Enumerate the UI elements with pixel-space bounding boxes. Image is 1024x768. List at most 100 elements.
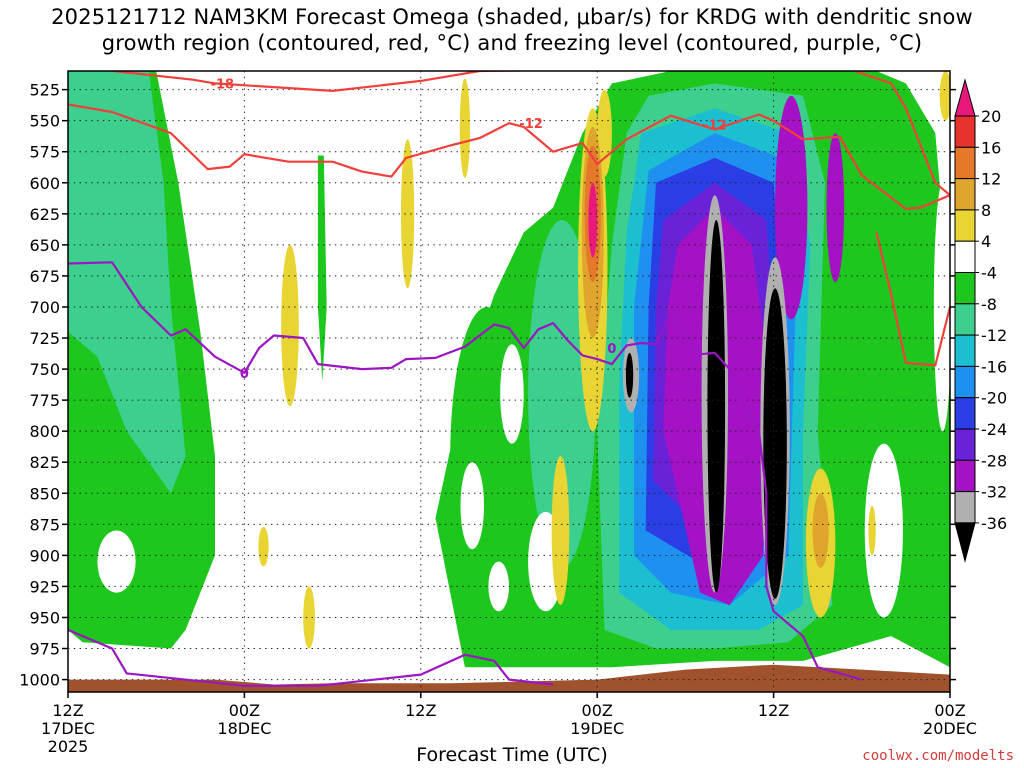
y-tick-label-900: 900 <box>29 546 60 565</box>
y-tick-label-875: 875 <box>29 515 60 534</box>
contour-label-2: -12 <box>703 118 727 133</box>
omega-yellow-pocket-33 <box>551 456 570 606</box>
omega-white-gap-58 <box>933 182 950 432</box>
y-tick-label-1000: 1000 <box>19 671 60 690</box>
y-tick-label-725: 725 <box>29 329 60 348</box>
omega-region-left-teal <box>68 71 186 494</box>
y-tick-label-850: 850 <box>29 484 60 503</box>
x-tick-label-36-1: 19DEC <box>570 719 624 738</box>
contour-line-5 <box>68 628 554 687</box>
omega-white-gap-30 <box>500 344 524 444</box>
colorbar-swatch-3 <box>954 178 976 211</box>
axes: 525 550 575 600 625 650 675 700 725 750 775 800 825 8… <box>19 81 977 756</box>
omega-white-gap-56 <box>864 443 903 618</box>
omega-pink-pocket-36 <box>588 182 598 258</box>
x-tick-label-0-1: 17DEC <box>41 719 95 738</box>
colorbar-label-10: -24 <box>981 420 1007 439</box>
colorbar-label-7: -12 <box>981 326 1007 345</box>
y-tick-label-975: 975 <box>29 640 60 659</box>
x-tick-label-60-0: 00Z <box>934 701 965 720</box>
colorbar-label-2: 12 <box>981 170 1001 189</box>
colorbar-label-1: 16 <box>981 138 1001 157</box>
contour-line-2 <box>851 71 950 197</box>
y-tick-label-700: 700 <box>29 298 60 317</box>
omega-white-gap-29 <box>488 561 509 612</box>
omega-yellow-pocket-15 <box>281 244 299 407</box>
chart-title-line-1: 2025121712 NAM3KM Forecast Omega (shaded… <box>51 5 973 29</box>
contour-label-4: 0 <box>607 342 616 357</box>
omega-left-white-gap <box>97 530 136 593</box>
omega-yellow-pocket-27 <box>459 78 471 178</box>
colorbar-label-12: -32 <box>981 483 1007 502</box>
colorbar-label-3: 8 <box>981 201 991 220</box>
x-axis-label: Forecast Time (UTC) <box>416 744 608 766</box>
y-tick-label-675: 675 <box>29 267 60 286</box>
colorbar-swatch-11 <box>954 428 976 461</box>
y-tick-label-650: 650 <box>29 236 60 255</box>
colorbar-label-5: -4 <box>981 264 997 283</box>
colorbar-label-11: -28 <box>981 451 1007 470</box>
y-tick-label-575: 575 <box>29 143 60 162</box>
omega-yellow-pocket-23 <box>400 139 415 289</box>
colorbar-swatch-9 <box>954 365 976 399</box>
x-tick-label-24-0: 12Z <box>405 701 436 720</box>
colorbar-swatch-5 <box>954 240 976 273</box>
x-tick-label-0-2: 2025 <box>48 737 89 756</box>
y-tick-label-800: 800 <box>29 422 60 441</box>
omega-yellow-pocket-60 <box>939 71 950 121</box>
colorbar-swatch-13 <box>954 491 976 524</box>
plot-frame <box>67 70 951 693</box>
contour-line-0 <box>103 71 558 92</box>
contour-label-3: 0 <box>240 367 249 382</box>
y-tick-label-625: 625 <box>29 205 60 224</box>
contour-line-4 <box>68 261 863 681</box>
colorbar-label-9: -20 <box>981 389 1007 408</box>
contour-label-1: -12 <box>519 117 543 132</box>
omega-yellow-pocket-13 <box>258 526 269 567</box>
omega-yellow-pocket-54 <box>868 505 876 556</box>
x-tick-label-12-1: 18DEC <box>217 719 271 738</box>
omega-magenta-lobe-52 <box>826 133 845 283</box>
omega-black-core-44 <box>707 220 726 593</box>
omega-black-core-38 <box>625 352 634 398</box>
y-tick-label-925: 925 <box>29 577 60 596</box>
y-tick-label-525: 525 <box>29 81 60 100</box>
colorbar-top-arrow <box>954 78 976 117</box>
chart-title: 2025121712 NAM3KM Forecast Omega (shaded… <box>0 4 1024 56</box>
colorbar-swatch-8 <box>954 334 976 367</box>
chart-title-line-2: growth region (contoured, red, °C) and f… <box>101 31 923 55</box>
colorbar-label-8: -16 <box>981 357 1007 376</box>
colorbar-swatch-4 <box>954 209 976 242</box>
x-tick-label-48-0: 12Z <box>758 701 789 720</box>
colorbar-swatch-12 <box>954 459 976 493</box>
colorbar-swatch-7 <box>954 303 976 336</box>
credit-text: coolwx.com/modelts <box>862 748 1014 764</box>
y-tick-label-550: 550 <box>29 112 60 131</box>
colorbar: 20 16 12 8 4 -4 -8 -12 -16 -20 -24 -28 -32 -36 <box>954 78 1007 563</box>
colorbar-swatch-2 <box>954 146 976 180</box>
y-tick-label-950: 950 <box>29 608 60 627</box>
omega-shading <box>68 71 950 692</box>
colorbar-swatch-1 <box>954 115 976 148</box>
colorbar-label-4: 4 <box>981 232 991 251</box>
omega-orange-pocket-51 <box>812 493 829 568</box>
y-tick-label-775: 775 <box>29 391 60 410</box>
y-tick-label-825: 825 <box>29 453 60 472</box>
colorbar-label-6: -8 <box>981 295 997 314</box>
contour-line-3 <box>875 232 950 367</box>
contours: -18 -12 -12 0 0 <box>68 71 950 687</box>
omega-black-core-48 <box>763 288 787 599</box>
x-tick-label-12-0: 00Z <box>229 701 260 720</box>
contour-label-0: -18 <box>211 77 235 92</box>
y-tick-label-600: 600 <box>29 174 60 193</box>
omega-thin-green-column <box>317 155 327 382</box>
y-tick-label-750: 750 <box>29 360 60 379</box>
omega-white-gap-27 <box>460 462 485 550</box>
colorbar-swatch-10 <box>954 397 976 430</box>
colorbar-bottom-arrow <box>954 522 976 563</box>
colorbar-label-0: 20 <box>981 107 1001 126</box>
x-tick-label-60-1: 20DEC <box>923 719 977 738</box>
colorbar-swatch-6 <box>954 272 976 305</box>
colorbar-label-13: -36 <box>981 514 1007 533</box>
